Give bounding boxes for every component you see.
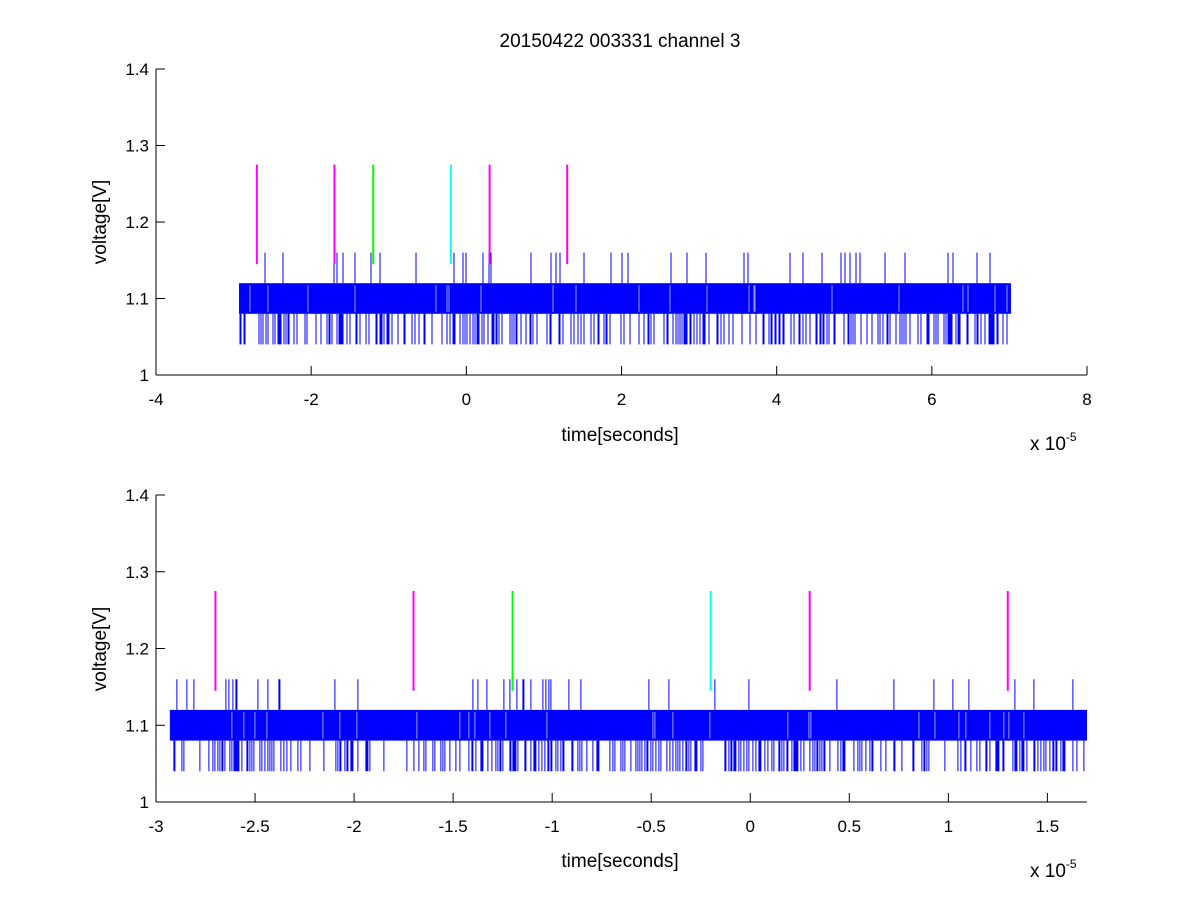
top-x-multiplier-exponent: -5 [1066,430,1077,444]
bottom-x-tick-label-9: 1.5 [1036,817,1060,836]
bottom-x-tick-label-7: 0.5 [837,817,861,836]
figure-title: 20150422 003331 channel 3 [500,31,741,52]
top-x-tick-label-5: 6 [927,390,936,409]
bottom-x-axis-label: time[seconds] [561,851,678,872]
top-y-tick-label-0: 1 [140,366,149,385]
top-series-0-trace [239,252,1011,345]
top-y-axis-label: voltage[V] [90,180,111,265]
top-subplot: -4 -2 0 2 4 6 8 1 1.1 1.2 1.3 1.4 time[seconds] vol… [90,60,1092,455]
bottom-series-0-high-spikes [176,679,1074,710]
top-x-tick-label-1: -2 [304,390,319,409]
top-series-0-high-spikes [264,252,991,284]
top-x-tick-label-0: -4 [148,390,163,409]
bottom-series-0-texture [231,711,1025,739]
bottom-x-tick-label-4: -1 [545,817,560,836]
bottom-x-tick-label-8: 1 [944,817,953,836]
bottom-x-tick-label-1: -2.5 [240,817,269,836]
bottom-x-multiplier: x 10-5 [1030,857,1077,882]
top-y-tick-label-2: 1.2 [125,213,149,232]
bottom-y-axis-label: voltage[V] [90,607,111,692]
bottom-x-tick-label-2: -2 [347,817,362,836]
bottom-marker-layer [214,590,1009,691]
top-series-0-band [239,283,1011,314]
bottom-y-tick-label-3: 1.3 [125,563,149,582]
top-x-tick-label-4: 4 [772,390,781,409]
bottom-x-tick-label-5: -0.5 [637,817,666,836]
bottom-y-tick-label-4: 1.4 [125,486,149,505]
bottom-series-layer [169,679,1087,772]
bottom-y-tick-label-2: 1.2 [125,640,149,659]
top-x-tick-label-6: 8 [1082,390,1091,409]
bottom-x-multiplier-base: x 10 [1030,861,1066,882]
bottom-x-tick-label-6: 0 [746,817,755,836]
top-x-tick-label-3: 2 [617,390,626,409]
top-series-0-low-spikes [239,313,1008,345]
top-x-multiplier-base: x 10 [1030,434,1066,455]
top-axes-layer: -4 -2 0 2 4 6 8 1 1.1 1.2 1.3 1.4 [125,60,1091,409]
top-series-layer [239,252,1011,345]
bottom-x-tick-label-0: -3 [148,817,163,836]
bottom-series-0-low-spikes [173,740,1085,772]
bottom-x-multiplier-exponent: -5 [1066,857,1077,871]
bottom-x-tick-label-3: -1.5 [438,817,467,836]
bottom-y-tick-label-0: 1 [140,793,149,812]
top-marker-layer [255,164,569,265]
bottom-y-tick-label-1: 1.1 [125,716,149,735]
top-x-multiplier: x 10-5 [1030,430,1077,455]
top-y-tick-label-1: 1.1 [125,290,149,309]
top-x-axis-label: time[seconds] [561,425,678,446]
bottom-series-0-band [169,709,1087,741]
top-x-tick-label-2: 0 [462,390,471,409]
bottom-series-0-trace [169,679,1087,772]
bottom-axes-layer: -3 -2.5 -2 -1.5 -1 -0.5 0 0.5 1 1.5 1 1.1 1.2 1.3 1.4 [125,486,1087,836]
bottom-subplot: -3 -2.5 -2 -1.5 -1 -0.5 0 0.5 1 1.511.11.21.31.4 … [90,486,1087,882]
top-y-tick-label-4: 1.4 [125,60,149,79]
top-series-0-texture [249,285,1008,312]
top-y-tick-label-3: 1.3 [125,137,149,156]
